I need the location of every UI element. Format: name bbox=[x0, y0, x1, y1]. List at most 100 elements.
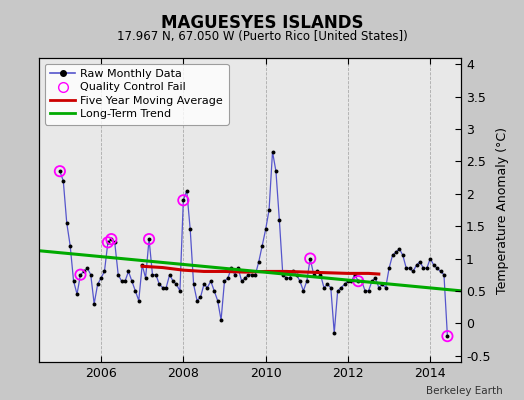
Point bbox=[337, 284, 345, 291]
Point bbox=[436, 268, 445, 275]
Point bbox=[395, 246, 403, 252]
Point bbox=[213, 297, 222, 304]
Point bbox=[392, 249, 400, 255]
Point bbox=[83, 265, 92, 272]
Point bbox=[368, 278, 376, 284]
Point bbox=[423, 265, 431, 272]
Point bbox=[217, 317, 225, 323]
Point bbox=[210, 288, 219, 294]
Point bbox=[203, 284, 212, 291]
Point bbox=[121, 278, 129, 284]
Point bbox=[56, 168, 64, 174]
Point bbox=[306, 255, 314, 262]
Point bbox=[93, 281, 102, 288]
Point bbox=[107, 236, 115, 242]
Point bbox=[292, 272, 301, 278]
Point bbox=[279, 272, 287, 278]
Point bbox=[100, 268, 108, 275]
Point bbox=[341, 281, 349, 288]
Point bbox=[443, 333, 452, 339]
Point bbox=[330, 330, 339, 336]
Point bbox=[148, 272, 157, 278]
Point bbox=[310, 272, 318, 278]
Point bbox=[244, 272, 253, 278]
Point bbox=[234, 265, 243, 272]
Point bbox=[145, 236, 153, 242]
Point bbox=[193, 297, 201, 304]
Point bbox=[77, 272, 85, 278]
Point bbox=[196, 294, 205, 300]
Point bbox=[443, 333, 452, 339]
Point bbox=[409, 268, 417, 275]
Point bbox=[351, 272, 359, 278]
Point bbox=[357, 278, 366, 284]
Point bbox=[402, 265, 410, 272]
Point bbox=[124, 268, 133, 275]
Point bbox=[344, 278, 352, 284]
Point bbox=[69, 278, 78, 284]
Point bbox=[255, 258, 263, 265]
Point bbox=[111, 239, 119, 246]
Point bbox=[220, 278, 228, 284]
Legend: Raw Monthly Data, Quality Control Fail, Five Year Moving Average, Long-Term Tren: Raw Monthly Data, Quality Control Fail, … bbox=[45, 64, 228, 125]
Point bbox=[426, 255, 434, 262]
Point bbox=[145, 236, 153, 242]
Point bbox=[399, 252, 407, 258]
Point bbox=[90, 300, 99, 307]
Point bbox=[80, 268, 88, 275]
Point bbox=[430, 262, 438, 268]
Point bbox=[388, 252, 397, 258]
Point bbox=[364, 288, 373, 294]
Point bbox=[313, 268, 321, 275]
Point bbox=[114, 272, 123, 278]
Point bbox=[289, 268, 297, 275]
Point bbox=[361, 288, 369, 294]
Point bbox=[251, 272, 259, 278]
Point bbox=[347, 278, 356, 284]
Point bbox=[416, 258, 424, 265]
Point bbox=[261, 226, 270, 233]
Point bbox=[354, 278, 363, 284]
Point bbox=[323, 281, 332, 288]
Point bbox=[231, 272, 239, 278]
Point bbox=[299, 288, 308, 294]
Point bbox=[135, 297, 143, 304]
Point bbox=[97, 275, 105, 281]
Point bbox=[172, 281, 181, 288]
Point bbox=[155, 281, 163, 288]
Point bbox=[128, 278, 136, 284]
Point bbox=[73, 291, 81, 297]
Point bbox=[176, 288, 184, 294]
Point bbox=[316, 272, 325, 278]
Point bbox=[151, 272, 160, 278]
Point bbox=[131, 288, 139, 294]
Y-axis label: Temperature Anomaly (°C): Temperature Anomaly (°C) bbox=[496, 126, 509, 294]
Point bbox=[241, 275, 249, 281]
Point bbox=[272, 168, 280, 174]
Point bbox=[104, 239, 112, 246]
Point bbox=[258, 242, 266, 249]
Point bbox=[169, 278, 177, 284]
Point bbox=[440, 272, 448, 278]
Point bbox=[326, 284, 335, 291]
Point bbox=[375, 284, 383, 291]
Text: 17.967 N, 67.050 W (Puerto Rico [United States]): 17.967 N, 67.050 W (Puerto Rico [United … bbox=[117, 30, 407, 43]
Point bbox=[381, 284, 390, 291]
Point bbox=[162, 284, 170, 291]
Point bbox=[56, 168, 64, 174]
Point bbox=[296, 278, 304, 284]
Point bbox=[320, 284, 328, 291]
Point bbox=[66, 242, 74, 249]
Point bbox=[141, 275, 150, 281]
Point bbox=[248, 272, 256, 278]
Point bbox=[104, 239, 112, 246]
Point bbox=[268, 148, 277, 155]
Point bbox=[190, 281, 198, 288]
Point bbox=[179, 197, 188, 204]
Point bbox=[333, 288, 342, 294]
Point bbox=[282, 275, 290, 281]
Point bbox=[179, 197, 188, 204]
Point bbox=[419, 265, 428, 272]
Point bbox=[433, 265, 441, 272]
Point bbox=[224, 275, 232, 281]
